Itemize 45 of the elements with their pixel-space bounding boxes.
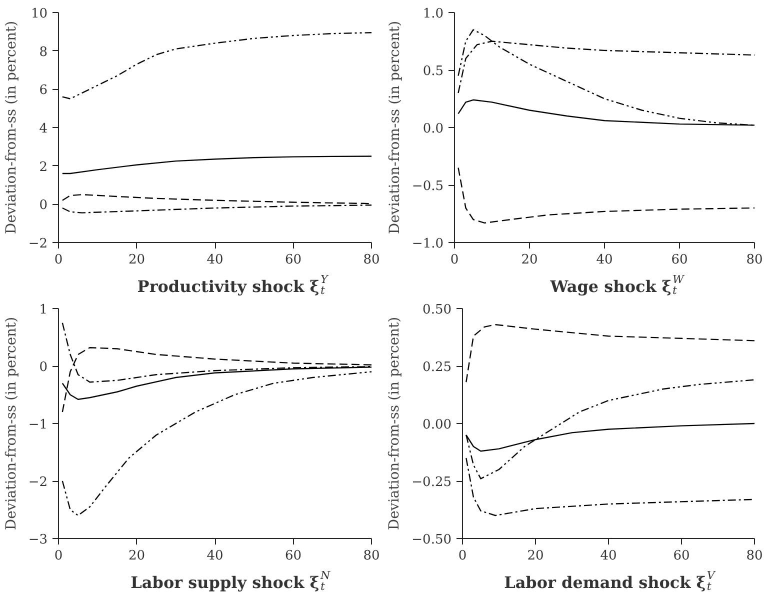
y-tick-label: 0.5 [422,64,444,79]
y-tick-label: −0.25 [412,475,452,490]
x-tick-label: 60 [284,252,302,268]
x-tick-label: 20 [527,548,544,564]
x-tick-label: 20 [521,252,538,268]
y-tick-label: 0.25 [422,360,452,375]
x-tick-label: 20 [128,548,146,564]
x-tick-label: 80 [746,252,763,268]
y-tick-label: 4 [39,122,48,136]
y-tick-label: 0 [39,198,48,214]
x-tick-label: 40 [600,548,617,564]
x-tick-label: 80 [746,548,763,564]
x-tick-label: 60 [673,548,690,564]
y-tick-label: −1.0 [412,236,444,252]
x-tick-label: 80 [363,252,380,268]
y-axis-title: Deviation-from-ss (in percent) [3,20,20,234]
y-tick-label: 1.0 [422,6,444,22]
y-tick-label: 8 [39,44,48,60]
x-tick-label: 60 [284,548,302,564]
y-axis-title: Deviation-from-ss (in percent) [3,316,20,530]
y-tick-label: 10 [30,6,48,22]
y-tick-label: 6 [39,83,48,98]
y-tick-label: −0.50 [412,532,452,548]
y-tick-label: −2 [28,236,48,252]
y-tick-label: −1 [28,418,48,432]
y-tick-label: −0.5 [412,179,444,194]
y-tick-label: 0.50 [422,302,452,318]
y-tick-label: 2 [39,160,48,175]
x-tick-label: 0 [54,252,63,268]
x-tick-label: 40 [206,548,224,564]
y-tick-label: −2 [28,475,48,490]
x-tick-label: 0 [54,548,63,564]
x-tick-label: 60 [671,252,688,268]
y-axis-title: Deviation-from-ss (in percent) [386,20,403,234]
x-tick-label: 40 [596,252,613,268]
y-tick-label: 0.00 [422,418,452,432]
y-axis-title: Deviation-from-ss (in percent) [386,316,403,530]
x-tick-label: 0 [458,548,467,564]
y-tick-label: 0 [39,360,48,375]
y-tick-label: −3 [28,532,48,548]
x-tick-label: 40 [206,252,224,268]
y-tick-label: 0.0 [422,122,444,136]
x-tick-label: 20 [128,252,146,268]
x-tick-label: 80 [363,548,380,564]
y-tick-label: 1 [39,302,48,318]
